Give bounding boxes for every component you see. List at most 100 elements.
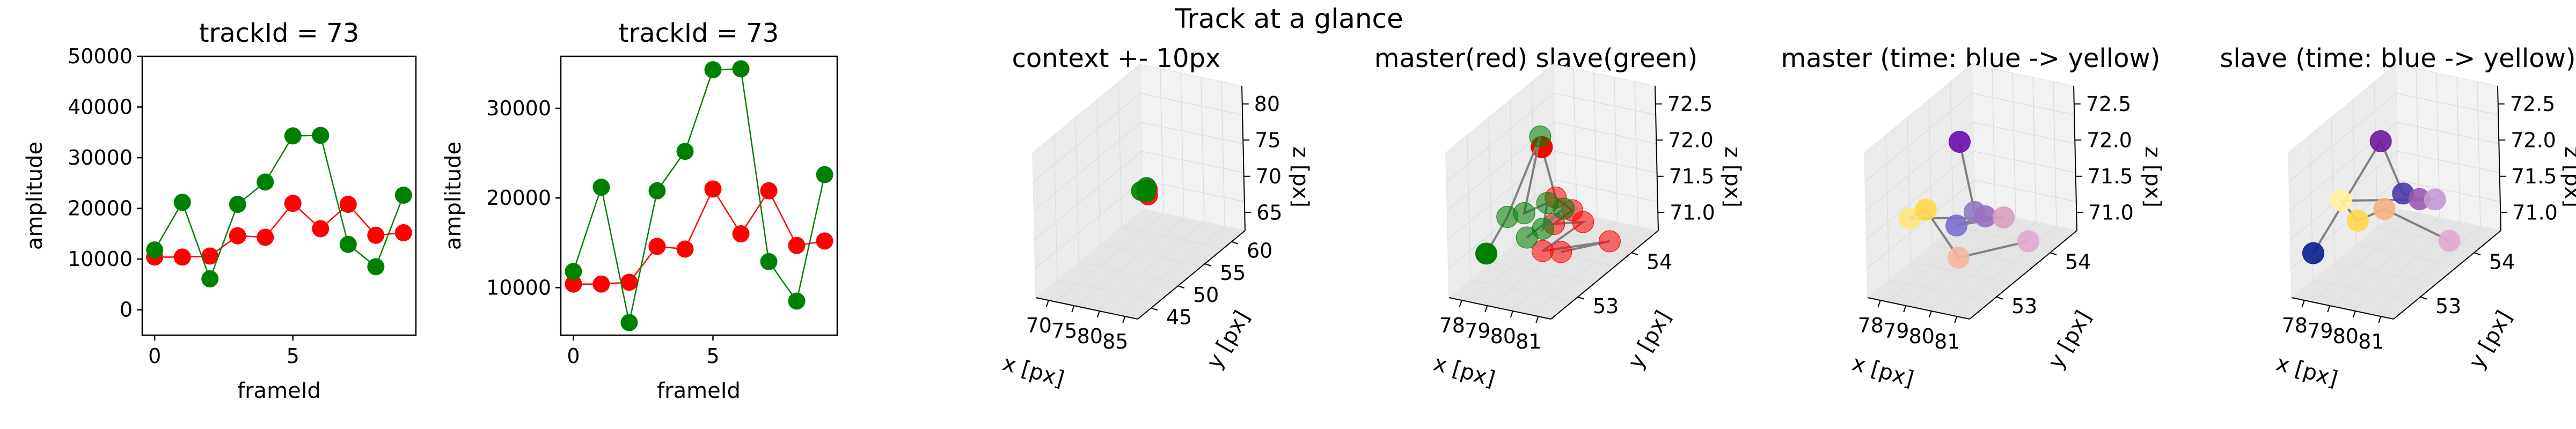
- grid-line: [1973, 122, 2075, 144]
- grid-line: [2398, 180, 2500, 202]
- z-tick-label: 71.0: [1670, 201, 1715, 224]
- back-pane: [1139, 64, 1246, 231]
- x-tick-mark: [1877, 300, 1881, 307]
- grid-line: [2332, 217, 2440, 307]
- panel-1-xlabel: frameId: [237, 379, 321, 403]
- y-tick-label: 53: [2011, 294, 2037, 318]
- z-axis-line: [2073, 85, 2077, 231]
- grid-line: [1078, 262, 1181, 284]
- series-green-point: [284, 127, 302, 145]
- grid-line: [1866, 151, 1974, 240]
- slave-point: [1475, 242, 1497, 265]
- x-tick-mark: [1484, 305, 1488, 313]
- y-tick-mark: [1577, 296, 1585, 300]
- series-red-point: [173, 248, 191, 266]
- z-tick-label: 72.0: [1668, 128, 1714, 152]
- series-red-point: [229, 227, 246, 245]
- series-red-point: [732, 225, 750, 243]
- panel-3-xlabel: x [px]: [1000, 351, 1067, 391]
- z-tick-label: 71.5: [1669, 165, 1715, 188]
- grid-line: [2331, 117, 2335, 263]
- x-tick-label: 79: [1465, 319, 1490, 343]
- y-tick-mark: [2420, 296, 2427, 300]
- z-tick-label: 75: [1255, 128, 1280, 152]
- grid-line: [1446, 93, 1554, 182]
- x-axis-line: [1035, 297, 1138, 320]
- z-tick-label: 71.5: [2088, 165, 2133, 188]
- series-red-point: [367, 226, 385, 244]
- x-tick-mark: [1954, 316, 1958, 323]
- panel-6-plot-area: 78 79 80 81 53 54 71.0 71.5 72.0 72.5: [2282, 63, 2558, 353]
- series-green-point: [312, 127, 330, 144]
- z-tick-label: 72.5: [2086, 92, 2132, 116]
- master-point: [1598, 230, 1621, 253]
- panel-1-title: trackId = 73: [199, 18, 360, 48]
- grid-line: [1593, 72, 1598, 218]
- grid-line: [2355, 244, 2458, 267]
- series-red-point: [704, 180, 722, 198]
- grid-line: [2477, 81, 2481, 227]
- x-tick-label: 78: [1858, 314, 1884, 337]
- grid-line: [1053, 135, 1058, 280]
- x-axis-line: [1448, 297, 1552, 320]
- grid-line: [1491, 262, 1594, 284]
- x-tick-mark: [1903, 305, 1907, 313]
- x-tick-mark: [1122, 316, 1126, 323]
- y-axis-line: [1550, 230, 1659, 320]
- series-green-point: [394, 187, 412, 204]
- panel-6-xlabel: x [px]: [2273, 351, 2340, 391]
- y-axis-line: [2393, 230, 2501, 320]
- grid-line: [2396, 93, 2499, 115]
- grid-line: [2311, 213, 2420, 302]
- panel-2-amplitude-chart: trackId = 73 frameId amplitude 0 5 10000 20…: [441, 18, 838, 403]
- grid-line: [2053, 81, 2057, 227]
- grid-line: [1180, 72, 1184, 218]
- panel-2-title: trackId = 73: [619, 18, 779, 48]
- series-green-point: [788, 292, 806, 310]
- series-green-point: [816, 166, 833, 183]
- data-point: [1914, 198, 1937, 221]
- y-tick-label: 53: [1593, 294, 1619, 318]
- slave-point: [1529, 125, 1552, 148]
- grid-line: [1034, 151, 1143, 240]
- series-red-point: [284, 195, 302, 212]
- x-tick-mark: [1071, 305, 1075, 313]
- grid-line: [1096, 99, 1101, 245]
- grid-line: [1489, 217, 1598, 307]
- y-axis-line: [1969, 230, 2077, 320]
- x-tick-mark: [2301, 300, 2305, 307]
- grid-line: [1910, 262, 2013, 284]
- series-red-line: [573, 187, 825, 285]
- x-tick-label: 75: [1051, 319, 1077, 343]
- grid-line: [1470, 279, 1573, 302]
- y-tick-label: 30000: [486, 97, 551, 120]
- grid-line: [1907, 117, 1911, 263]
- data-point: [1136, 182, 1157, 203]
- panel-5-master-time-3d: master (time: blue -> yellow) 78 79 80 8153…: [1781, 43, 2165, 392]
- x-tick-label: 85: [1102, 330, 1128, 353]
- grid-line: [1555, 151, 1657, 173]
- grid-line: [2334, 262, 2437, 284]
- y-tick-label: 54: [2489, 250, 2515, 273]
- grid-line: [1972, 93, 2075, 115]
- y-tick-label: 53: [2435, 294, 2461, 318]
- series-green-point: [732, 60, 750, 78]
- series-green-point: [704, 61, 722, 79]
- y-tick-mark: [1177, 285, 1185, 289]
- data-point: [2369, 130, 2392, 152]
- y-tick-label: 10000: [486, 276, 551, 299]
- grid-line: [1141, 122, 1243, 144]
- grid-line: [1035, 180, 1143, 269]
- series-red-point: [788, 236, 806, 254]
- z-tick-label: 70: [1256, 165, 1282, 188]
- grid-line: [1950, 82, 1954, 227]
- x-tick-label: 70: [1026, 314, 1052, 337]
- y-tick-label: 55: [1220, 261, 1246, 285]
- series-green-point: [760, 253, 778, 270]
- z-axis-line: [1655, 85, 1659, 231]
- series-red-point: [394, 224, 412, 242]
- y-tick-label: 54: [1646, 250, 1672, 273]
- x-tick-mark: [1928, 310, 1932, 318]
- z-tick-label: 65: [1256, 201, 1282, 224]
